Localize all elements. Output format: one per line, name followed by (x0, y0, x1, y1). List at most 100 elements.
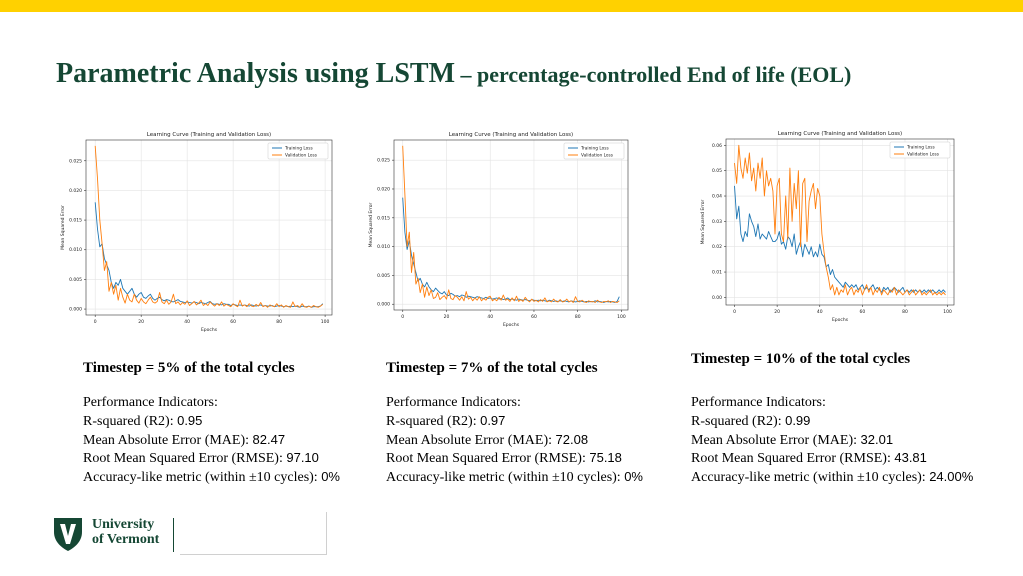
x-axis-label: Epochs (832, 317, 849, 323)
x-tick-label: 100 (943, 309, 952, 315)
y-tick-label: 0.000 (69, 307, 82, 313)
y-tick-label: 0.010 (377, 244, 390, 250)
series-line-validation (734, 144, 946, 296)
metric-rmse: Root Mean Squared Error (RMSE): 43.81 (691, 450, 927, 467)
y-axis-label: Mean Squared Error (700, 199, 706, 244)
metric-rmse: Root Mean Squared Error (RMSE): 97.10 (83, 450, 319, 467)
metric-accuracy: Accuracy-like metric (within ±10 cycles)… (386, 469, 643, 486)
x-tick-label: 80 (276, 319, 282, 325)
plot-frame (85, 139, 333, 316)
y-axis-label: Mean Squared Error (60, 205, 66, 250)
y-tick-label: 0.025 (377, 158, 390, 164)
x-tick-label: 0 (401, 314, 404, 320)
metric-accuracy: Accuracy-like metric (within ±10 cycles)… (691, 469, 974, 486)
x-tick-label: 60 (531, 314, 537, 320)
chart-title: Learning Curve (Training and Validation … (778, 131, 902, 137)
university-name: University of Vermont (92, 517, 160, 547)
x-axis-label: Epochs (503, 322, 520, 328)
y-tick-label: 0.025 (69, 158, 82, 164)
y-tick-label: 0.02 (712, 244, 722, 250)
metrics-header: Performance Indicators: (386, 395, 521, 410)
metric-r2: R-squared (R2): 0.99 (691, 412, 811, 429)
chart-svg: 0 20 40 60 80 100 0.000 0.005 0.010 0.015 0.020 0.0… (60, 132, 333, 333)
legend-box (267, 142, 329, 160)
legend-label: Training Loss (284, 146, 314, 152)
y-tick-label: 0.005 (377, 273, 390, 279)
logo-divider (173, 518, 174, 552)
x-tick-label: 40 (487, 314, 493, 320)
timestep-label-10pct: Timestep = 10% of the total cycles (691, 351, 911, 367)
y-tick-label: 0.000 (377, 302, 390, 308)
loss-chart-10pct: 0 20 40 60 80 100 0.00 0.01 0.02 0.03 0.04 0.05 0.06… (688, 125, 958, 329)
legend-label: Validation Loss (581, 153, 614, 159)
x-tick-label: 20 (444, 314, 450, 320)
x-tick-label: 100 (617, 314, 626, 320)
x-tick-label: 40 (184, 319, 190, 325)
legend-label: Training Loss (906, 145, 936, 151)
series-line-training (402, 197, 620, 303)
metric-rmse: Root Mean Squared Error (RMSE): 75.18 (386, 450, 622, 467)
x-tick-label: 20 (774, 309, 780, 315)
y-tick-label: 0.010 (69, 247, 82, 253)
x-tick-label: 80 (902, 309, 908, 315)
loss-chart-5pct: 0 20 40 60 80 100 0.000 0.005 0.010 0.015 0.020 0.0… (48, 126, 338, 340)
footer-box (180, 512, 327, 555)
y-tick-label: 0.04 (712, 194, 722, 200)
y-tick-label: 0.05 (712, 168, 722, 174)
timestep-label-5pct: Timestep = 5% of the total cycles (83, 360, 295, 376)
top-accent-bar (0, 0, 1023, 12)
metrics-block-7pct: Performance Indicators: R-squared (R2): … (386, 394, 643, 487)
legend-box (889, 141, 951, 159)
timestep-label-7pct: Timestep = 7% of the total cycles (386, 360, 598, 376)
x-tick-label: 100 (321, 319, 330, 325)
legend-box (563, 142, 625, 160)
series-line-training (94, 202, 324, 308)
x-tick-label: 20 (138, 319, 144, 325)
y-tick-label: 0.01 (712, 270, 722, 276)
metrics-block-5pct: Performance Indicators: R-squared (R2): … (83, 394, 340, 487)
x-tick-label: 0 (94, 319, 97, 325)
series-line-validation (94, 145, 324, 308)
x-tick-label: 40 (817, 309, 823, 315)
chart-title: Learning Curve (Training and Validation … (147, 132, 271, 138)
metric-mae: Mean Absolute Error (MAE): 82.47 (83, 431, 286, 448)
metric-r2: R-squared (R2): 0.95 (83, 412, 203, 429)
series-line-training (734, 185, 946, 293)
chart-svg: 0 20 40 60 80 100 0.00 0.01 0.02 0.03 0.04 0.05 0.06… (700, 131, 955, 323)
slide-title-rest: – percentage-controlled End of life (EOL… (455, 62, 852, 87)
plot-frame (393, 139, 629, 311)
x-tick-label: 60 (860, 309, 866, 315)
metric-mae: Mean Absolute Error (MAE): 72.08 (386, 431, 589, 448)
x-tick-label: 0 (733, 309, 736, 315)
metric-mae: Mean Absolute Error (MAE): 32.01 (691, 431, 894, 448)
y-tick-label: 0.005 (69, 277, 82, 283)
legend-label: Training Loss (580, 146, 610, 152)
y-tick-label: 0.03 (712, 219, 722, 225)
uvm-shield-icon (54, 518, 82, 551)
plot-frame (725, 138, 955, 306)
series-line-validation (402, 145, 620, 303)
y-axis-label: Mean Squared Error (368, 202, 374, 247)
legend-label: Validation Loss (907, 152, 940, 158)
y-tick-label: 0.015 (377, 215, 390, 221)
metrics-header: Performance Indicators: (83, 395, 218, 410)
metrics-block-10pct: Performance Indicators: R-squared (R2): … (691, 394, 973, 487)
slide-title: Parametric Analysis using LSTM – percent… (56, 58, 956, 93)
y-tick-label: 0.015 (69, 218, 82, 224)
chart-svg: 0 20 40 60 80 100 0.000 0.005 0.010 0.015 0.020 0.0… (368, 132, 629, 328)
metric-r2: R-squared (R2): 0.97 (386, 412, 506, 429)
uvm-logo: University of Vermont (52, 514, 182, 556)
metrics-header: Performance Indicators: (691, 395, 826, 410)
x-tick-label: 80 (575, 314, 581, 320)
slide-title-main: Parametric Analysis using LSTM (56, 58, 456, 89)
y-tick-label: 0.00 (712, 295, 722, 301)
metric-accuracy: Accuracy-like metric (within ±10 cycles)… (83, 469, 340, 486)
legend-label: Validation Loss (285, 153, 318, 159)
y-tick-label: 0.020 (377, 186, 390, 192)
y-tick-label: 0.06 (712, 143, 722, 149)
loss-chart-7pct: 0 20 40 60 80 100 0.000 0.005 0.010 0.015 0.020 0.0… (358, 126, 634, 334)
chart-title: Learning Curve (Training and Validation … (449, 132, 573, 138)
x-axis-label: Epochs (201, 327, 218, 333)
x-tick-label: 60 (230, 319, 236, 325)
y-tick-label: 0.020 (69, 188, 82, 194)
